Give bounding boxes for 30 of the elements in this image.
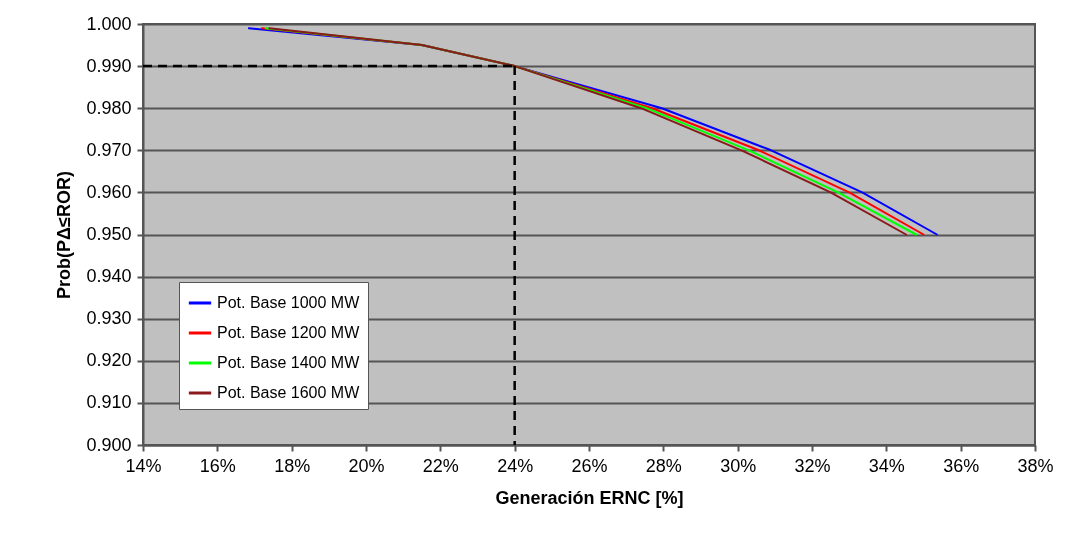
x-tick-label: 28%	[645, 455, 682, 476]
x-tick-label: 14%	[125, 455, 162, 476]
y-tick-label: 0.930	[86, 308, 132, 329]
legend-label: Pot. Base 1000 MW	[217, 294, 361, 311]
y-tick-label: 0.950	[86, 224, 132, 244]
x-tick-label: 24%	[497, 455, 534, 476]
legend-label: Pot. Base 1200 MW	[217, 324, 361, 341]
x-tick-label: 32%	[794, 455, 831, 476]
legend-label: Pot. Base 1600 MW	[217, 384, 361, 401]
x-tick-label: 38%	[1017, 455, 1054, 476]
x-tick-label: 18%	[274, 455, 311, 476]
x-tick-label: 34%	[868, 455, 905, 476]
y-axis-title: Prob(PΔ≤ROR)	[54, 171, 75, 299]
y-tick-label: 0.900	[86, 434, 132, 455]
x-tick-label: 20%	[348, 455, 385, 476]
y-tick-label: 0.980	[86, 97, 132, 118]
y-tick-label: 1.000	[86, 13, 132, 34]
y-tick-label: 0.960	[86, 181, 132, 202]
x-axis-title: Generación ERNC [%]	[495, 487, 684, 508]
x-tick-label: 22%	[422, 455, 459, 476]
y-tick-label: 0.970	[86, 139, 132, 160]
x-tick-label: 30%	[720, 455, 757, 476]
y-tick-label: 0.990	[86, 55, 132, 76]
x-tick-label: 26%	[571, 455, 608, 476]
x-tick-label: 16%	[199, 455, 236, 476]
y-tick-label: 0.920	[86, 350, 132, 371]
legend-label: Pot. Base 1400 MW	[217, 354, 361, 371]
x-tick-label: 36%	[943, 455, 980, 476]
y-tick-label: 0.910	[86, 392, 132, 413]
y-tick-label: 0.940	[86, 266, 132, 287]
